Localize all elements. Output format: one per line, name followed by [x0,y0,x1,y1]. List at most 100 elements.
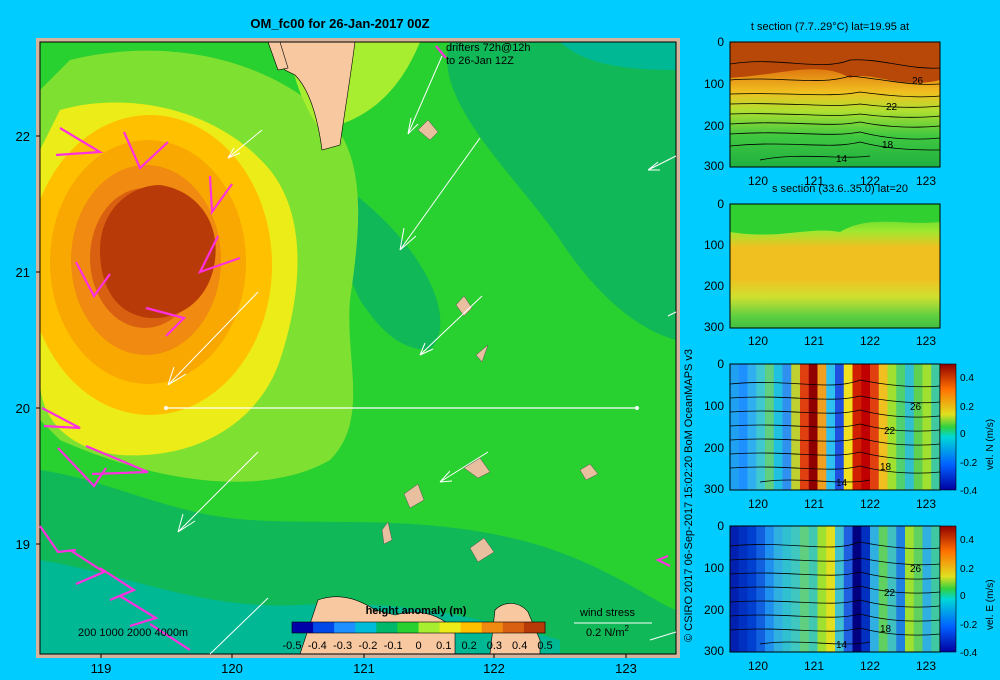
velocity-stripe [913,364,923,490]
height-anomaly-field [40,42,676,654]
colorbar-swatch [292,622,314,633]
colorbar-border [291,621,546,634]
ve-isotherms [729,541,941,645]
s-section-x-axis: 120 121 122 123 [748,334,936,348]
x-tick-label: 120 [748,497,768,511]
velocity-stripe [931,526,941,652]
colorbar-tick-label: 0.2 [461,640,476,652]
velocity-stripe [878,364,888,490]
cbar-tick-label: -0.2 [960,458,978,469]
vn-colorbar-labels: 0.4 0.2 0 -0.2 -0.4 [960,373,978,497]
lon-tick-label: 122 [483,661,505,676]
ve-colorbar [939,525,957,653]
velocity-stripe [896,526,906,652]
y-tick-label: 100 [704,77,724,91]
vn-contour-label: 18 [880,462,892,473]
colorbar-swatch [397,622,419,633]
vn-contour-label: 14 [836,478,848,489]
velocity-stripe [843,364,853,490]
lat-axis: 22 21 20 19 [16,129,40,552]
y-tick-label: 100 [704,399,724,413]
x-tick-label: 123 [916,174,936,188]
t-section-title: t section (7.7..29°C) lat=19.95 at [751,21,909,33]
colorbar-swatch [523,622,546,633]
vn-section-x-axis: 120 121 122 123 [748,497,936,511]
velocity-stripe [905,526,915,652]
y-tick-label: 300 [704,159,724,173]
ve-contour-label: 26 [910,564,922,575]
x-tick-label: 122 [860,334,880,348]
t-isotherms [729,59,941,161]
y-tick-label: 100 [704,561,724,575]
colorbar-tick-label: 0.5 [537,640,552,652]
cbar-tick-label: 0 [960,429,966,440]
x-tick-label: 122 [860,497,880,511]
colorbar-title: height anomaly (m) [366,605,467,617]
colorbar-tick-label: 0 [415,640,421,652]
vn-section-y-axis: 0 100 200 300 [704,357,724,496]
cbar-tick-label: 0.4 [960,373,974,384]
y-tick-label: 200 [704,603,724,617]
velocity-stripe [861,526,871,652]
colorbar-tick-label: -0.1 [384,640,403,652]
velocity-stripe [800,526,810,652]
x-tick-label: 121 [804,659,824,673]
lon-tick-label: 119 [91,661,112,676]
map-axes-box [39,41,677,655]
y-tick-label: 200 [704,279,724,293]
x-tick-label: 120 [748,174,768,188]
cbar-tick-label: 0.2 [960,402,974,413]
colorbar-swatch [355,622,377,633]
x-tick-label: 123 [916,497,936,511]
colorbar-swatches [291,621,546,634]
velocity-stripe [913,526,923,652]
y-tick-label: 0 [717,357,724,371]
velocity-stripe [905,364,915,490]
x-tick-label: 122 [860,174,880,188]
ve-colorbar-labels: 0.4 0.2 0 -0.2 -0.4 [960,535,978,659]
velocity-stripe [896,364,906,490]
lon-tick-label: 121 [353,661,375,676]
lat-tick-label: 21 [16,265,30,280]
lon-axis: 119 120 121 122 123 [91,654,637,676]
drifters-date-label: to 26-Jan 12Z [446,55,514,67]
t-contour-label: 18 [882,140,894,151]
depth-legend: 200 1000 2000 4000m [78,627,188,639]
colorbar-swatch [313,622,335,633]
lat-tick-label: 22 [16,129,30,144]
t-contour-label: 14 [836,154,848,165]
velocity-stripe [730,526,740,652]
lon-tick-label: 123 [615,661,637,676]
velocity-stripe [791,364,801,490]
lat-tick-label: 20 [16,401,30,416]
colorbar-tick-label: -0.5 [283,640,302,652]
vn-colorbar-title: vel. N (m/s) [985,419,996,470]
current-arrows [167,55,677,655]
s-section-panel: s section (33.6..35.0) lat=20 0 100 200 … [704,183,941,348]
colorbar-swatch [418,622,441,633]
colorbar-tick-label: 0.4 [512,640,527,652]
velocity-stripe [765,526,775,652]
ve-contour-label: 18 [880,624,892,635]
velocity-stripe [738,364,748,490]
ve-contour-label: 22 [884,588,896,599]
velocity-stripe [747,364,757,490]
velocity-stripe [782,526,792,652]
y-tick-label: 0 [717,519,724,533]
vn-contour-label: 22 [884,426,896,437]
cbar-tick-label: -0.4 [960,648,978,659]
velocity-stripe [738,526,748,652]
map-title: OM_fc00 for 26-Jan-2017 00Z [250,16,429,31]
x-tick-label: 122 [860,659,880,673]
y-tick-label: 0 [717,197,724,211]
ve-section-y-axis: 0 100 200 300 [704,519,724,658]
colorbar-tick-label: -0.3 [333,640,352,652]
y-tick-label: 100 [704,238,724,252]
credit-text: © CSIRO 2017 06-Sep-2017 15:02:20 BoM Oc… [683,349,695,642]
colorbar-swatch [334,622,356,633]
s-section-y-axis: 0 100 200 300 [704,197,724,334]
velocity-stripe [878,526,888,652]
colorbar-swatch [481,622,504,633]
